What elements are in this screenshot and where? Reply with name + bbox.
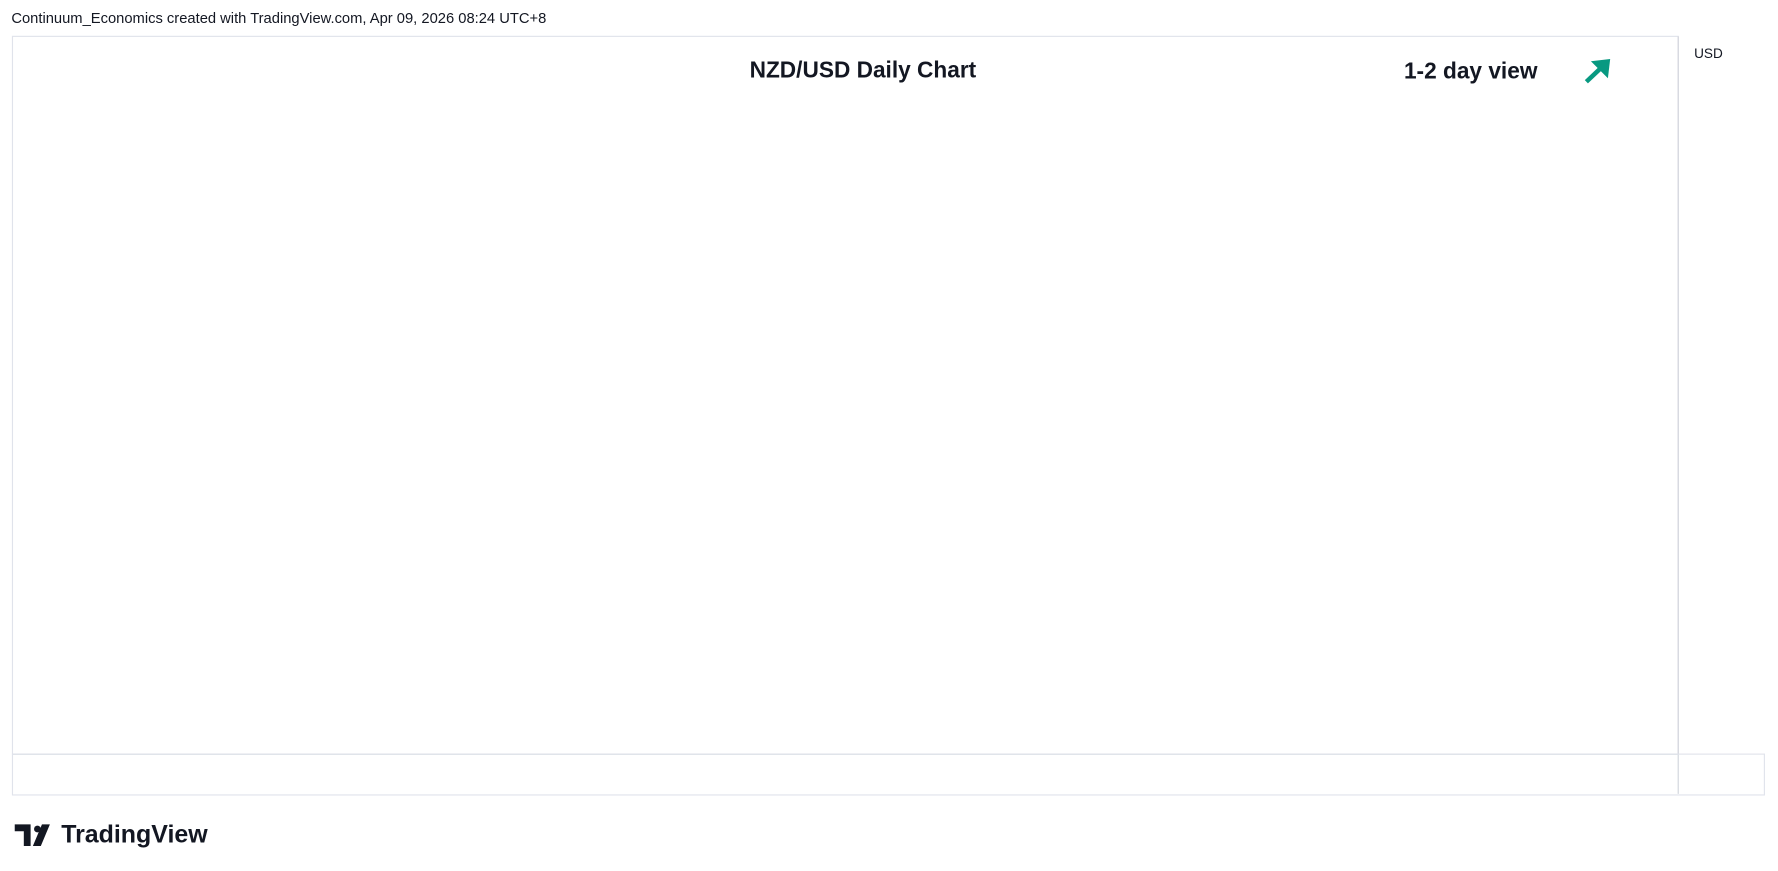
brand-logo — [14, 824, 50, 846]
view-arrow — [1584, 59, 1611, 84]
chart-title: NZD/USD Daily Chart — [750, 56, 977, 82]
chart-subtitle: 1-2 day view — [1404, 58, 1538, 84]
arrow-head — [1590, 59, 1611, 79]
brand-logo-dot — [34, 825, 41, 833]
brand-name: TradingView — [61, 820, 208, 848]
x-axis-frame — [11, 753, 1765, 796]
header: Continuum_Economics created with Trading… — [11, 11, 546, 27]
y-axis-label: USD — [1694, 46, 1723, 61]
brand: TradingView — [14, 820, 208, 848]
